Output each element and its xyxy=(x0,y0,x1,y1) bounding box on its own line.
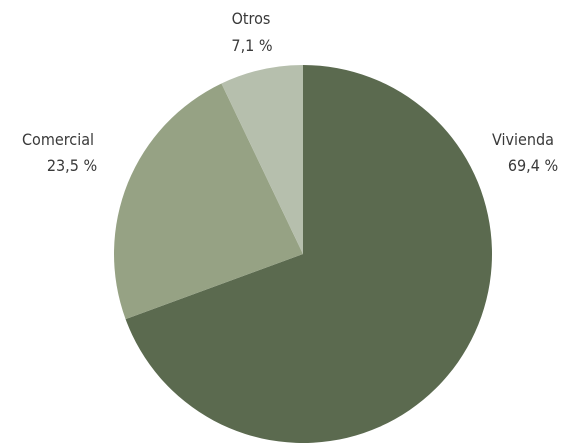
slice-comercial xyxy=(114,83,303,320)
pie-slices xyxy=(114,65,493,443)
label-comercial: Comercial xyxy=(22,130,94,149)
slice-vivienda xyxy=(125,65,493,443)
value-comercial: 23,5 % xyxy=(47,156,97,175)
slice-otros xyxy=(221,65,303,254)
label-otros: Otros xyxy=(232,9,271,28)
value-otros: 7,1 % xyxy=(231,36,272,55)
label-vivienda: Vivienda xyxy=(492,130,554,149)
value-vivienda: 69,4 % xyxy=(508,156,558,175)
